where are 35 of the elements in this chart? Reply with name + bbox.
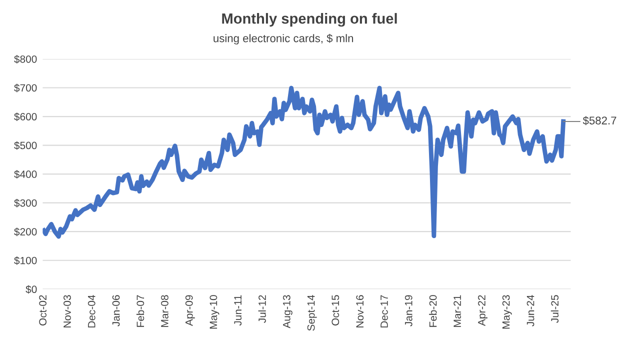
x-tick-label: Apr-09: [185, 295, 195, 326]
x-tick-label: Aug-13: [282, 295, 292, 328]
x-tick-label: Mar-21: [454, 295, 461, 327]
x-tick-label: Jun-24: [526, 295, 534, 326]
x-tick-label: Jul-12: [258, 295, 266, 323]
y-tick-label: $100: [14, 256, 37, 265]
x-tick-label: Apr-22: [478, 295, 488, 326]
y-tick-label: $200: [14, 228, 37, 236]
x-tick-label: Feb-07: [136, 295, 144, 327]
y-tick-label: $600: [14, 112, 37, 122]
chart-title: Monthly spending on fuel: [222, 13, 397, 27]
y-tick-label: $0: [26, 285, 37, 294]
x-tick-label: Nov-03: [64, 295, 71, 328]
x-tick-label: May-23: [502, 295, 512, 329]
x-tick-label: Oct-15: [332, 295, 340, 326]
x-tick-label: Nov-16: [356, 295, 364, 328]
y-tick-label: $700: [14, 84, 37, 92]
y-tick-label: $400: [14, 170, 37, 179]
y-tick-label: $500: [14, 141, 37, 150]
x-tick-label: Dec-04: [88, 295, 96, 328]
x-tick-label: Dec-17: [380, 295, 388, 328]
y-tick-label: $300: [14, 198, 37, 208]
x-tick-label: Mar-08: [161, 295, 168, 327]
chart-subtitle: using electronic cards, $ mln: [214, 34, 354, 44]
y-tick-label: $800: [14, 55, 37, 64]
x-tick-label: Feb-20: [429, 295, 437, 327]
x-tick-label: Jul-25: [550, 295, 559, 323]
x-tick-label: Jun-11: [234, 295, 242, 326]
line-series: [42, 86, 566, 239]
x-tick-label: Jan-19: [404, 295, 412, 326]
x-tick-label: May-10: [210, 295, 220, 329]
x-tick-label: Oct-02: [39, 295, 46, 326]
annotation: $582.7: [582, 116, 616, 126]
x-tick-label: Sept-14: [307, 295, 317, 331]
x-tick-label: Jan-06: [112, 295, 120, 326]
